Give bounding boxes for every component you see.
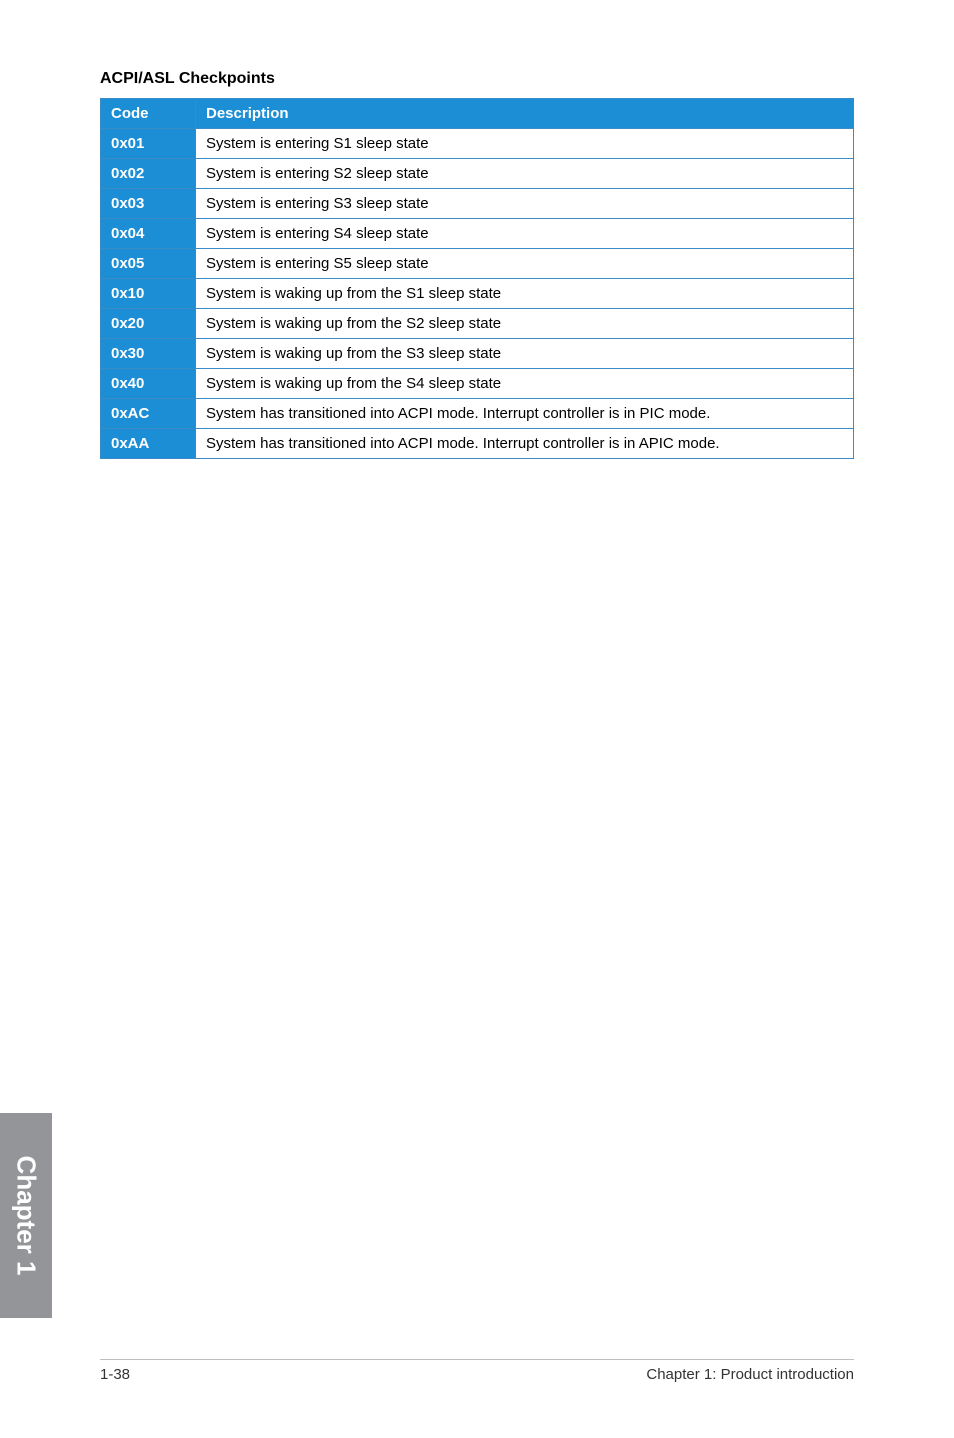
page-number: 1-38: [100, 1366, 130, 1383]
desc-cell: System is waking up from the S3 sleep st…: [196, 339, 854, 369]
desc-cell: System is waking up from the S4 sleep st…: [196, 369, 854, 399]
chapter-side-tab: Chapter 1: [0, 1113, 52, 1318]
code-cell: 0x03: [101, 189, 196, 219]
table-row: 0x30 System is waking up from the S3 sle…: [101, 339, 854, 369]
code-cell: 0x20: [101, 309, 196, 339]
checkpoints-table: Code Description 0x01 System is entering…: [100, 98, 854, 459]
chapter-side-tab-label: Chapter 1: [11, 1156, 42, 1276]
desc-cell: System is entering S1 sleep state: [196, 129, 854, 159]
table-row: 0x05 System is entering S5 sleep state: [101, 249, 854, 279]
table-row: 0xAA System has transitioned into ACPI m…: [101, 429, 854, 459]
table-row: 0x02 System is entering S2 sleep state: [101, 159, 854, 189]
desc-cell: System is entering S2 sleep state: [196, 159, 854, 189]
page-footer: 1-38 Chapter 1: Product introduction: [100, 1359, 854, 1383]
table-row: 0x20 System is waking up from the S2 sle…: [101, 309, 854, 339]
table-header-row: Code Description: [101, 99, 854, 129]
table-row: 0xAC System has transitioned into ACPI m…: [101, 399, 854, 429]
section-title: ACPI/ASL Checkpoints: [100, 70, 854, 88]
code-cell: 0x01: [101, 129, 196, 159]
desc-cell: System has transitioned into ACPI mode. …: [196, 429, 854, 459]
col-header-description: Description: [196, 99, 854, 129]
table-row: 0x04 System is entering S4 sleep state: [101, 219, 854, 249]
code-cell: 0x10: [101, 279, 196, 309]
desc-cell: System is entering S4 sleep state: [196, 219, 854, 249]
table-row: 0x40 System is waking up from the S4 sle…: [101, 369, 854, 399]
code-cell: 0x40: [101, 369, 196, 399]
code-cell: 0xAC: [101, 399, 196, 429]
code-cell: 0x04: [101, 219, 196, 249]
code-cell: 0x30: [101, 339, 196, 369]
code-cell: 0x05: [101, 249, 196, 279]
desc-cell: System is waking up from the S2 sleep st…: [196, 309, 854, 339]
table-row: 0x01 System is entering S1 sleep state: [101, 129, 854, 159]
code-cell: 0x02: [101, 159, 196, 189]
col-header-code: Code: [101, 99, 196, 129]
table-row: 0x03 System is entering S3 sleep state: [101, 189, 854, 219]
chapter-title: Chapter 1: Product introduction: [646, 1366, 854, 1383]
desc-cell: System has transitioned into ACPI mode. …: [196, 399, 854, 429]
desc-cell: System is entering S5 sleep state: [196, 249, 854, 279]
table-row: 0x10 System is waking up from the S1 sle…: [101, 279, 854, 309]
code-cell: 0xAA: [101, 429, 196, 459]
desc-cell: System is entering S3 sleep state: [196, 189, 854, 219]
desc-cell: System is waking up from the S1 sleep st…: [196, 279, 854, 309]
